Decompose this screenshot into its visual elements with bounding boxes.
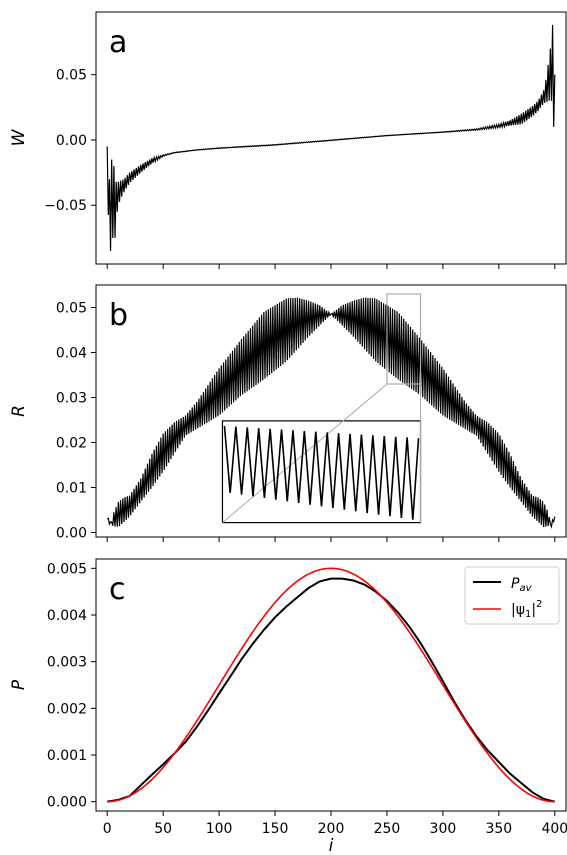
panel-c: Pav|ψ1|20 50 100 150 200 250 300 350 4000.0000.0… <box>9 558 567 855</box>
x-tick-label: 0 <box>103 821 112 837</box>
y-axis-label: R <box>9 405 29 417</box>
x-tick-label: 350 <box>485 821 512 837</box>
y-tick-label: 0.05 <box>56 301 87 317</box>
panel-letter: b <box>109 298 128 333</box>
y-tick-label: 0.05 <box>56 68 87 84</box>
panel-letter: a <box>109 25 127 60</box>
axes-frame <box>95 11 567 265</box>
y-tick-label: −0.05 <box>44 198 87 214</box>
x-tick-label: 200 <box>318 821 345 837</box>
y-tick-label: 0.001 <box>47 748 87 764</box>
zoom-connector-line <box>222 383 388 523</box>
x-tick-label: 100 <box>206 821 233 837</box>
y-tick-label: 0.04 <box>56 346 87 362</box>
x-tick-label: 400 <box>541 821 567 837</box>
y-tick-label: 0.000 <box>47 795 87 811</box>
series-psi1-squared-line <box>107 567 555 803</box>
panel-a: −0.05 0.00 0.05 a W <box>9 11 567 269</box>
y-axis-label: P <box>9 679 29 690</box>
y-tick-label: 0.02 <box>56 436 87 452</box>
x-tick-label: 250 <box>374 821 401 837</box>
y-tick-label: 0.002 <box>47 701 87 717</box>
zoom-source-rect <box>386 293 422 385</box>
y-axis-label: W <box>9 128 29 146</box>
x-tick-label: 50 <box>154 821 172 837</box>
panel-b: 0.00 0.01 0.02 0.03 0.04 0.05 b R <box>9 284 567 542</box>
x-axis-label: i <box>329 836 334 855</box>
x-tick-label: 300 <box>430 821 457 837</box>
y-tick-label: 0.003 <box>47 655 87 671</box>
y-tick-label: 0.004 <box>47 608 87 624</box>
series-P-av-line <box>107 577 556 803</box>
panel-letter: c <box>109 572 126 607</box>
x-tick-label: 150 <box>262 821 289 837</box>
y-tick-label: 0.005 <box>47 561 87 577</box>
y-tick-label: 0.00 <box>56 526 87 542</box>
y-tick-label: 0.03 <box>56 391 87 407</box>
series-W-line <box>106 25 556 251</box>
series-R-line <box>106 297 556 529</box>
y-tick-label: 0.00 <box>56 133 87 149</box>
y-tick-label: 0.01 <box>56 481 87 497</box>
inset-zigzag-line <box>223 425 420 520</box>
legend-label-psi1-squared: |ψ1|2 <box>511 599 542 620</box>
